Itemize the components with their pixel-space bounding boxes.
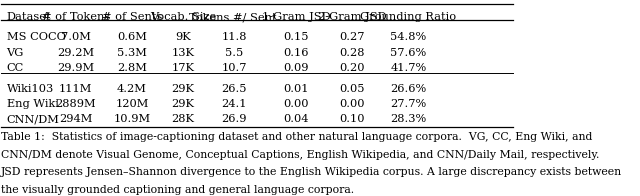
Text: 5.5: 5.5 <box>225 47 243 58</box>
Text: 11.8: 11.8 <box>221 32 247 42</box>
Text: 111M: 111M <box>59 84 92 94</box>
Text: 10.9M: 10.9M <box>113 114 150 124</box>
Text: 24.1: 24.1 <box>221 99 247 109</box>
Text: 0.00: 0.00 <box>283 99 308 109</box>
Text: the visually grounded captioning and general language corpora.: the visually grounded captioning and gen… <box>1 185 355 195</box>
Text: 5.3M: 5.3M <box>117 47 147 58</box>
Text: 26.6%: 26.6% <box>390 84 427 94</box>
Text: # of Sents: # of Sents <box>102 12 162 22</box>
Text: 2.8M: 2.8M <box>117 63 147 73</box>
Text: MS COCO: MS COCO <box>6 32 65 42</box>
Text: 0.04: 0.04 <box>283 114 308 124</box>
Text: Eng Wiki: Eng Wiki <box>6 99 58 109</box>
Text: 0.15: 0.15 <box>283 32 308 42</box>
Text: 0.09: 0.09 <box>283 63 308 73</box>
Text: 2-Gram JSD: 2-Gram JSD <box>318 12 387 22</box>
Text: 29K: 29K <box>172 99 195 109</box>
Text: VG: VG <box>6 47 24 58</box>
Text: 1-Gram JSD: 1-Gram JSD <box>262 12 330 22</box>
Text: 13K: 13K <box>172 47 195 58</box>
Text: JSD represents Jensen–Shannon divergence to the English Wikipedia corpus. A larg: JSD represents Jensen–Shannon divergence… <box>1 168 623 178</box>
Text: 0.01: 0.01 <box>283 84 308 94</box>
Text: 27.7%: 27.7% <box>390 99 427 109</box>
Text: 294M: 294M <box>59 114 92 124</box>
Text: 41.7%: 41.7% <box>390 63 427 73</box>
Text: 26.5: 26.5 <box>221 84 247 94</box>
Text: 17K: 17K <box>172 63 195 73</box>
Text: 0.20: 0.20 <box>339 63 365 73</box>
Text: Dataset: Dataset <box>6 12 51 22</box>
Text: CNN/DM: CNN/DM <box>6 114 60 124</box>
Text: CC: CC <box>6 63 24 73</box>
Text: CNN/DM denote Visual Genome, Conceptual Captions, English Wikipedia, and CNN/Dai: CNN/DM denote Visual Genome, Conceptual … <box>1 150 600 160</box>
Text: Vocab. Size: Vocab. Size <box>150 12 216 22</box>
Text: 28.3%: 28.3% <box>390 114 427 124</box>
Text: 28K: 28K <box>172 114 195 124</box>
Text: Grounding Ratio: Grounding Ratio <box>360 12 456 22</box>
Text: 0.00: 0.00 <box>339 99 365 109</box>
Text: Wiki103: Wiki103 <box>6 84 54 94</box>
Text: 0.16: 0.16 <box>283 47 308 58</box>
Text: 0.6M: 0.6M <box>117 32 147 42</box>
Text: 29.2M: 29.2M <box>57 47 94 58</box>
Text: 10.7: 10.7 <box>221 63 247 73</box>
Text: 0.10: 0.10 <box>339 114 365 124</box>
Text: Tokens #/ Sent.: Tokens #/ Sent. <box>189 12 280 22</box>
Text: 4.2M: 4.2M <box>117 84 147 94</box>
Text: 57.6%: 57.6% <box>390 47 427 58</box>
Text: 26.9: 26.9 <box>221 114 247 124</box>
Text: 9K: 9K <box>175 32 191 42</box>
Text: Table 1:  Statistics of image-captioning dataset and other natural language corp: Table 1: Statistics of image-captioning … <box>1 132 593 142</box>
Text: 29K: 29K <box>172 84 195 94</box>
Text: 54.8%: 54.8% <box>390 32 427 42</box>
Text: 0.05: 0.05 <box>339 84 365 94</box>
Text: 2889M: 2889M <box>55 99 96 109</box>
Text: 7.0M: 7.0M <box>61 32 91 42</box>
Text: 0.28: 0.28 <box>339 47 365 58</box>
Text: 29.9M: 29.9M <box>57 63 94 73</box>
Text: 0.27: 0.27 <box>339 32 365 42</box>
Text: # of Tokens: # of Tokens <box>42 12 110 22</box>
Text: 120M: 120M <box>115 99 148 109</box>
